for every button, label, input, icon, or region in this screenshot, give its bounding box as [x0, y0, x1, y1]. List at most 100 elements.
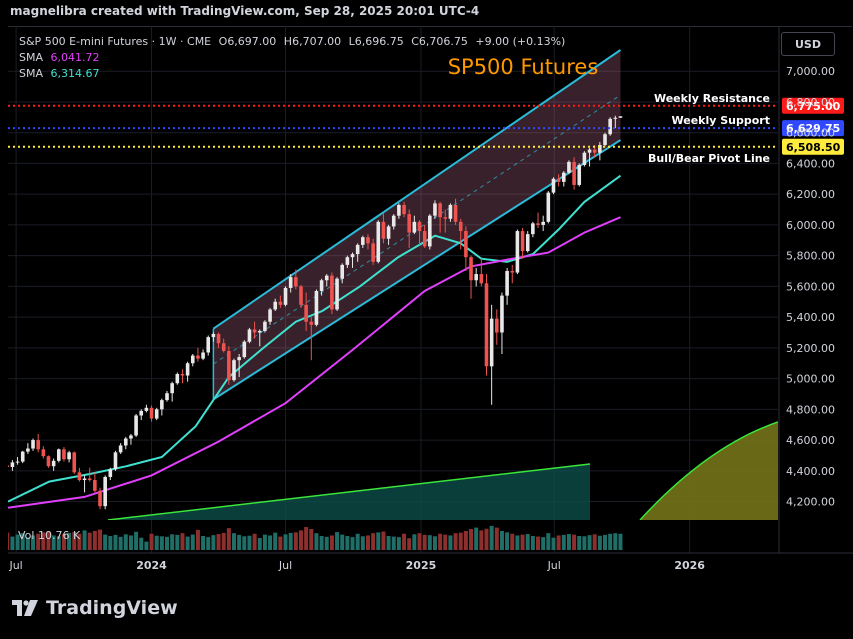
candle-body: [185, 363, 190, 376]
candle: [160, 398, 164, 416]
candle-body: [175, 373, 180, 384]
candle-body: [458, 221, 463, 232]
volume-bar: [268, 535, 273, 550]
candle: [20, 450, 25, 464]
volume-bar: [201, 536, 206, 550]
currency-button[interactable]: USD: [781, 32, 835, 56]
price-tick-label: 4,800.00: [786, 403, 835, 416]
price-tick-label: 6,400.00: [786, 157, 835, 170]
channel-mid-line: [213, 94, 621, 365]
volume-bar: [520, 534, 525, 550]
candle-body: [227, 350, 231, 381]
candle: [438, 201, 442, 233]
price-tick-label: 5,000.00: [786, 373, 835, 386]
candle: [551, 177, 556, 195]
candle: [211, 332, 216, 342]
symbol-name[interactable]: S&P 500 E-mini Futures · 1W · CME: [19, 35, 212, 48]
candle-body: [489, 318, 494, 367]
candle: [458, 218, 463, 250]
sma1-label[interactable]: SMA: [19, 51, 43, 64]
candle: [386, 224, 391, 245]
candle-body: [376, 221, 381, 262]
volume-bar: [530, 536, 535, 550]
channel-upper-line: [212, 49, 622, 330]
candle: [428, 214, 432, 250]
candle-body: [160, 400, 164, 410]
volume-bar: [505, 532, 510, 550]
candle: [474, 267, 478, 287]
candle-body: [41, 449, 46, 457]
candlesticks: [8, 115, 623, 510]
sma2-label[interactable]: SMA: [19, 67, 43, 80]
low-label: L: [348, 35, 355, 48]
level-price-tag-bg: [782, 138, 844, 155]
volume-bar: [582, 536, 587, 550]
candle: [345, 255, 350, 268]
chart-grid: [8, 26, 778, 553]
candle: [304, 292, 308, 331]
candle-body: [170, 383, 174, 394]
volume-bar: [448, 535, 453, 550]
volume-bar: [175, 534, 180, 550]
volume-bar: [335, 532, 340, 550]
candle-body: [8, 465, 10, 467]
sma2-value: 6,314.67: [50, 67, 100, 80]
volume-bar: [453, 533, 458, 550]
candle: [118, 443, 123, 454]
level-price-tag: 6,629.75: [782, 120, 844, 137]
candle: [190, 354, 195, 367]
candle: [129, 433, 133, 445]
candle-body: [572, 161, 576, 185]
volume-bar: [221, 532, 226, 550]
price-axis: 4,200.00 4,400.00 4,600.00 4,800.00 5,000.00…: [786, 65, 835, 508]
candle-body: [510, 271, 515, 273]
candle: [31, 438, 35, 451]
candle: [330, 272, 334, 315]
candle: [448, 203, 453, 222]
volume-bar: [56, 536, 61, 550]
candle-body: [335, 278, 339, 310]
candle: [613, 115, 618, 129]
volume-bar: [298, 530, 303, 550]
volume-bar: [170, 534, 175, 550]
price-chart[interactable]: Weekly Resistance 6,775.00 Weekly Support 6…: [8, 26, 853, 579]
candle: [417, 220, 422, 245]
candle: [371, 238, 375, 265]
close-label: C: [411, 35, 419, 48]
candle: [361, 235, 365, 248]
candle-body: [309, 321, 314, 325]
candle-body: [314, 290, 319, 325]
volume-bar: [72, 532, 77, 550]
open-label: O: [218, 35, 228, 48]
candle-body: [118, 445, 123, 453]
candle-body: [149, 407, 154, 419]
candle-body: [113, 452, 118, 470]
candle-body: [417, 221, 422, 232]
volume-bar: [128, 535, 133, 550]
volume-bar: [438, 533, 443, 550]
candle-body: [26, 448, 30, 452]
volume-bar: [149, 533, 154, 550]
candle: [536, 212, 540, 228]
level-price-tag-text: 6,629.75: [786, 122, 840, 135]
volume-bar: [262, 534, 267, 550]
candle: [103, 475, 107, 510]
candle: [51, 458, 56, 471]
volume-bar: [314, 533, 319, 550]
candle-body: [577, 164, 582, 185]
volume-bar: [432, 536, 437, 550]
volume-bar: [113, 534, 118, 550]
volume-bar: [87, 532, 92, 550]
candle-body: [592, 149, 597, 153]
candle: [294, 269, 298, 290]
candle-body: [93, 480, 97, 491]
volume-bar: [592, 534, 597, 550]
sma1-value: 6,041.72: [50, 51, 100, 64]
moving-averages: [8, 174, 622, 509]
tradingview-logo[interactable]: TradingView: [12, 597, 178, 619]
volume-bar: [98, 529, 103, 550]
candle-body: [340, 264, 345, 279]
volume-bar: [458, 532, 463, 550]
candle: [567, 160, 571, 175]
candle-body: [469, 257, 473, 281]
